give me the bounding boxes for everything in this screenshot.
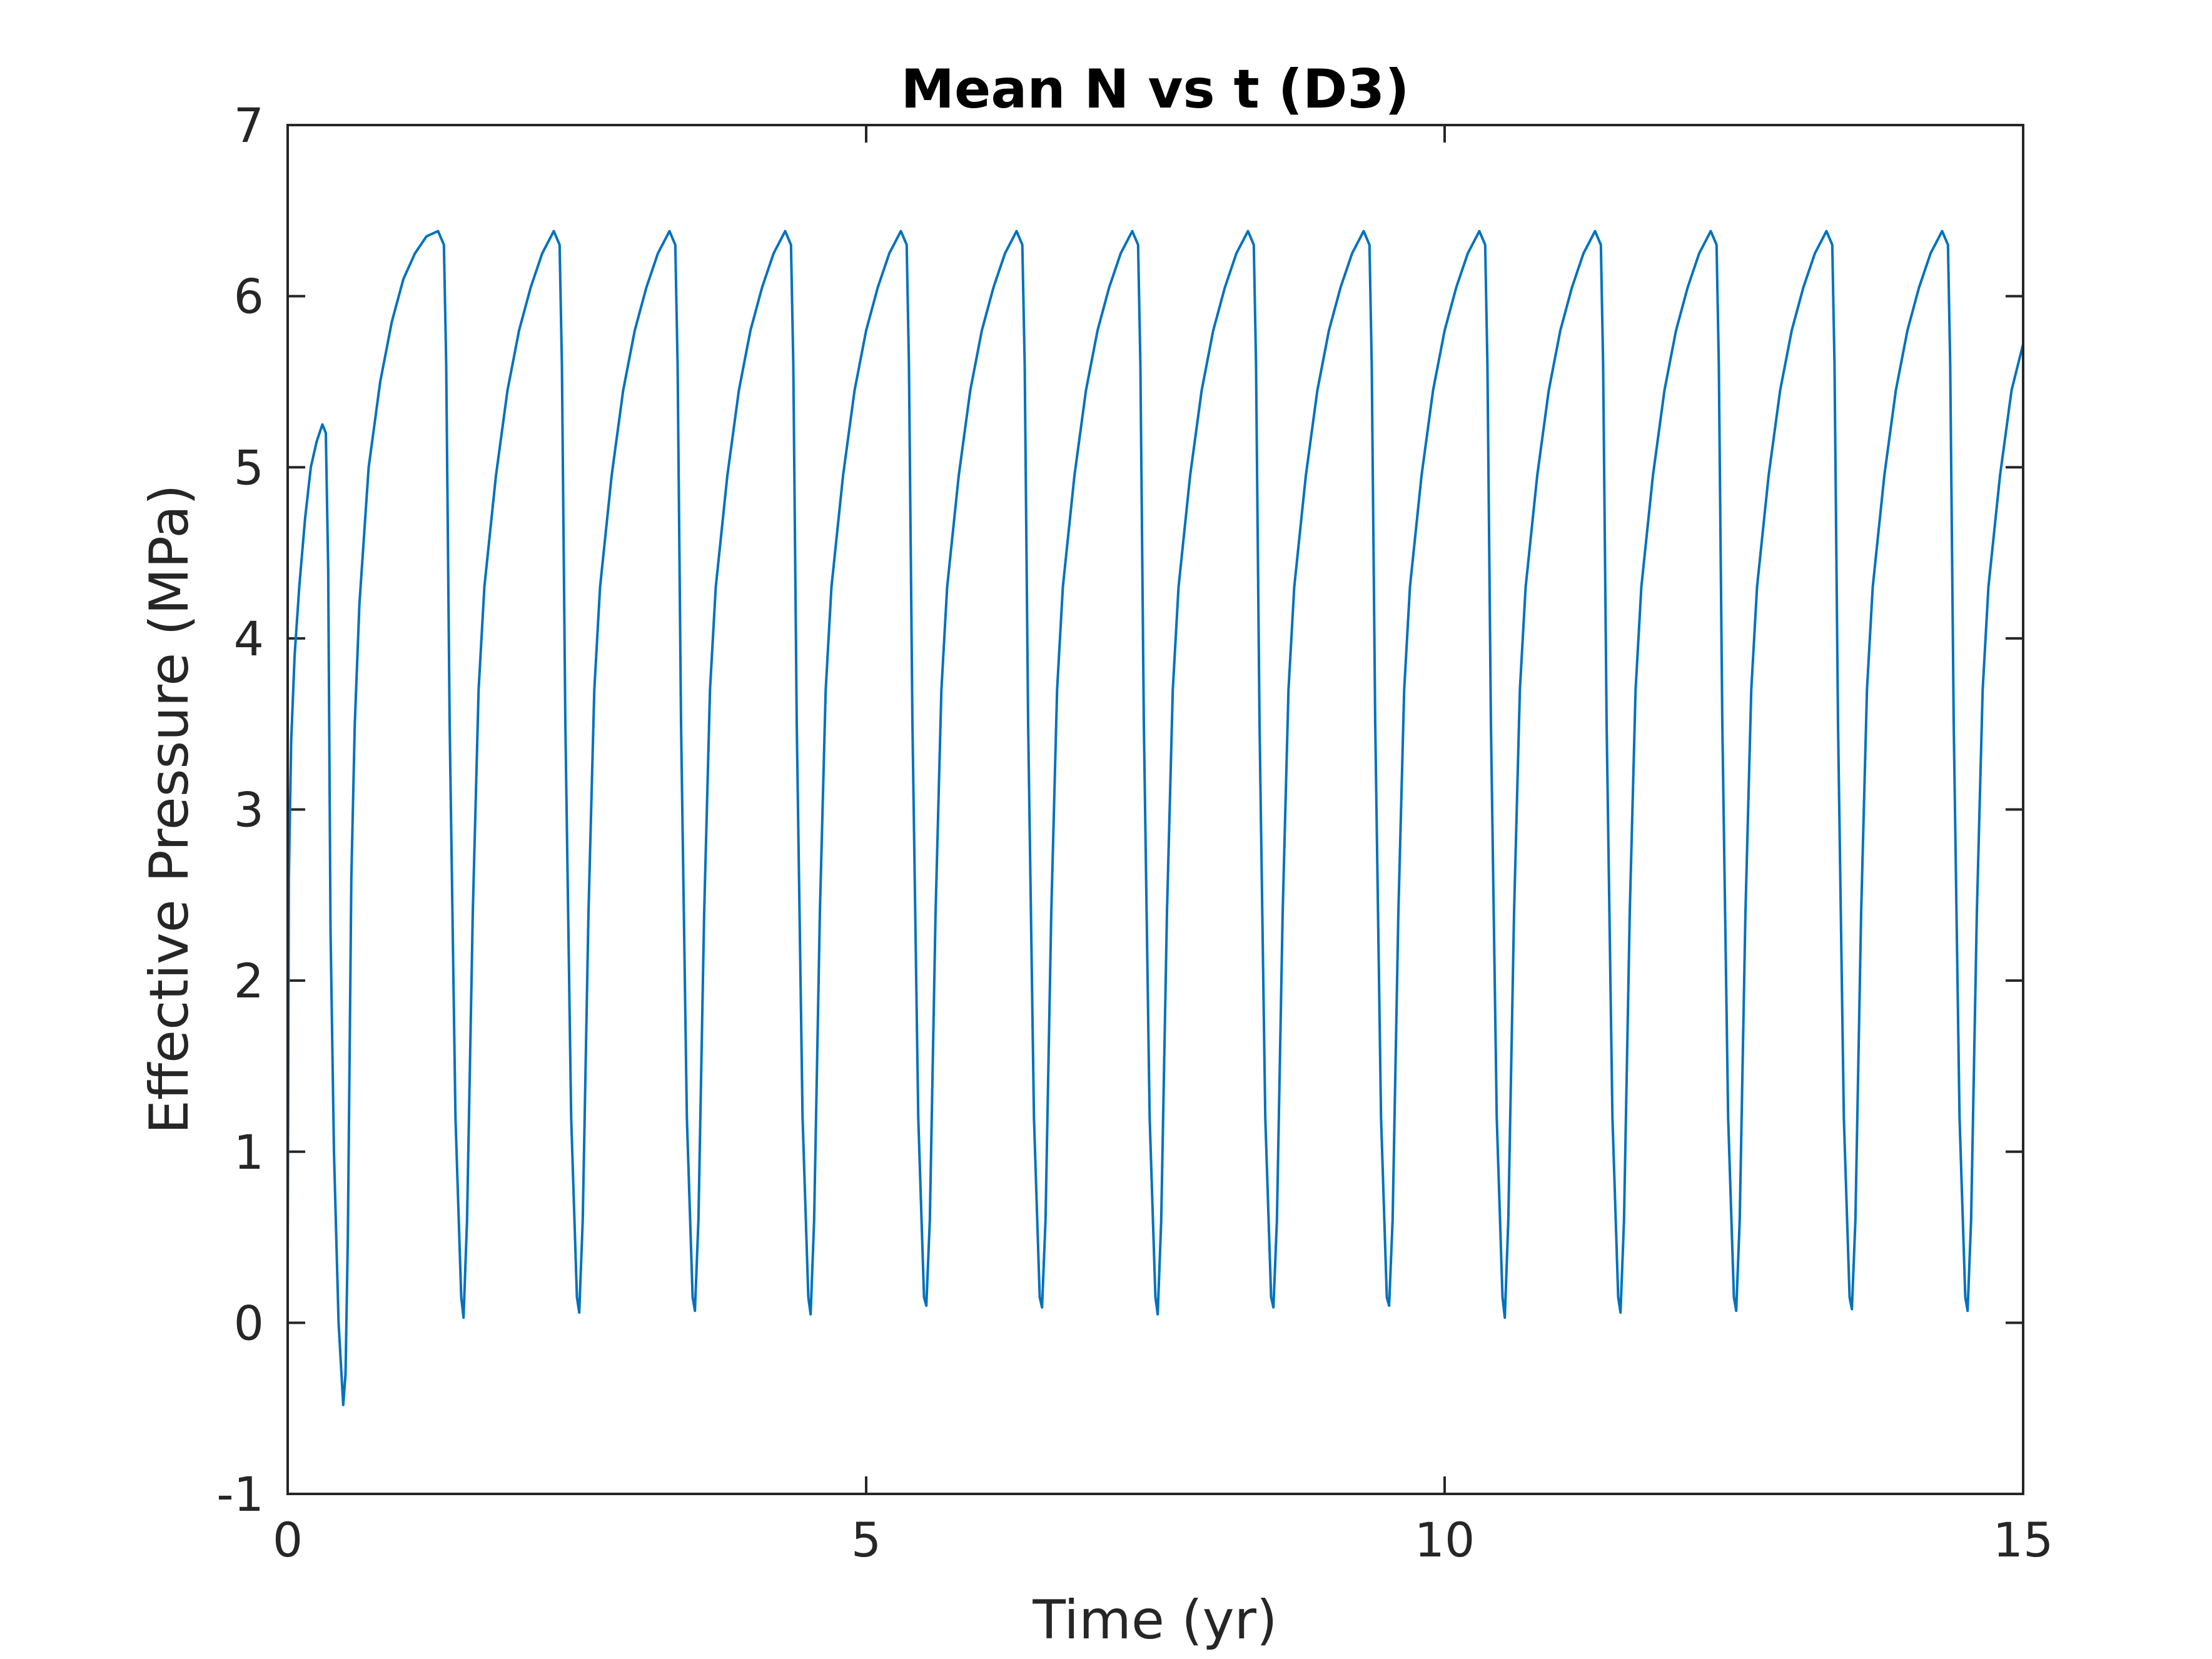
y-tick-label: 3 <box>234 782 264 838</box>
y-tick-label: 6 <box>234 269 264 325</box>
y-tick-label: 4 <box>234 611 264 667</box>
y-tick-label: 2 <box>234 953 264 1009</box>
plot-area-frame <box>286 124 2024 1495</box>
x-tick-label: 0 <box>273 1512 303 1568</box>
series-layer <box>286 229 2024 1406</box>
x-tick-label: 15 <box>1993 1512 2054 1568</box>
y-tick-label: 7 <box>234 98 264 153</box>
y-tick-label: 5 <box>234 440 264 495</box>
chart-title: Mean N vs t (D3) <box>901 58 1409 121</box>
x-axis-label: Time (yr) <box>1032 1589 1277 1651</box>
y-tick-label: 0 <box>234 1295 264 1351</box>
y-tick-label: -1 <box>216 1466 264 1522</box>
series-line <box>286 229 2024 1406</box>
x-tick-label: 5 <box>851 1512 881 1568</box>
x-tick-label: 10 <box>1415 1512 1475 1568</box>
y-axis-label: Effective Pressure (MPa) <box>138 484 201 1134</box>
y-tick-label: 1 <box>234 1124 264 1180</box>
